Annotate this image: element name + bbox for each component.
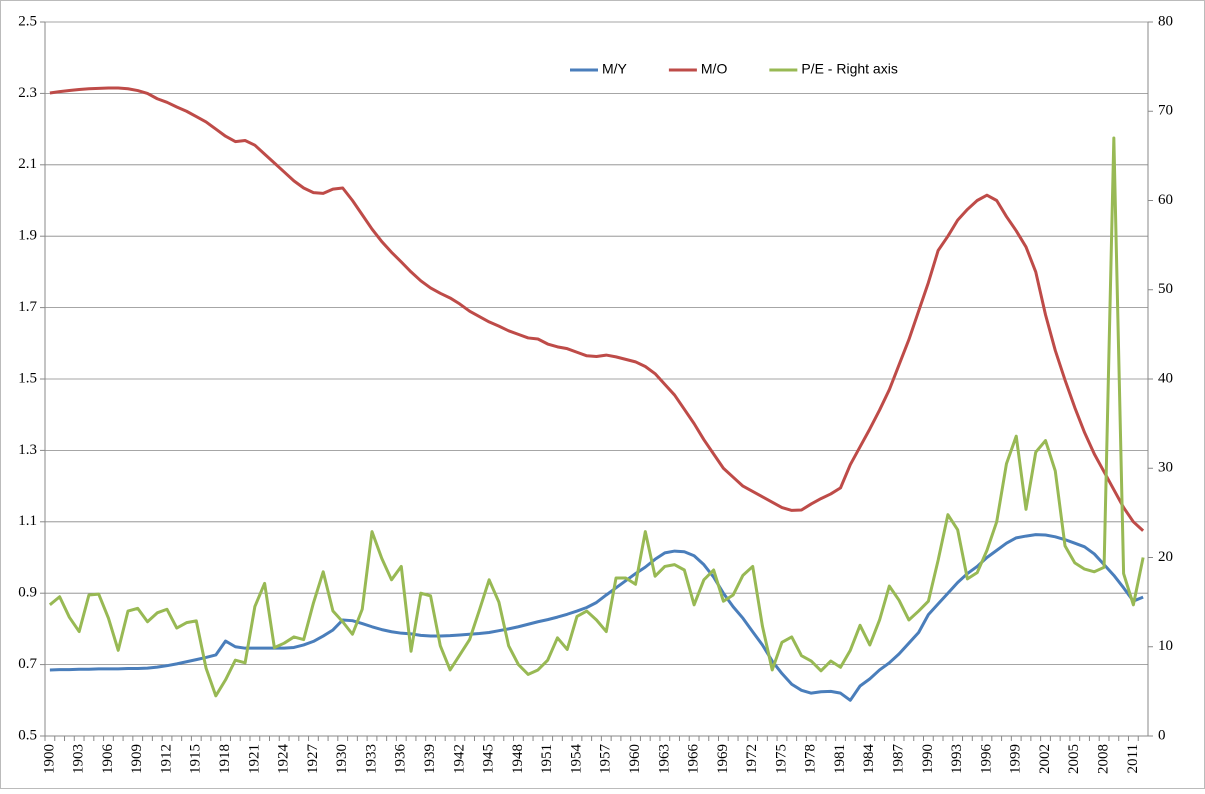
x-tick-label: 1900 — [41, 744, 57, 774]
x-tick-label: 1969 — [715, 744, 731, 774]
x-tick-label: 2002 — [1037, 744, 1053, 774]
x-tick-label: 1954 — [568, 744, 584, 775]
y-tick-label: 1.1 — [18, 513, 37, 529]
x-tick-label: 1948 — [510, 744, 526, 774]
y2-tick-label: 70 — [1158, 103, 1173, 119]
y2-tick-label: 80 — [1158, 13, 1173, 29]
x-tick-label: 1993 — [949, 744, 965, 774]
x-tick-label: 1960 — [627, 744, 643, 774]
y-tick-label: 0.9 — [18, 585, 37, 601]
y2-tick-label: 10 — [1158, 638, 1173, 654]
x-tick-label: 1963 — [656, 744, 672, 774]
x-tick-label: 1945 — [481, 744, 497, 774]
y-tick-label: 2.3 — [18, 85, 37, 101]
y-tick-label: 1.7 — [18, 299, 37, 315]
series-line — [49, 533, 1144, 702]
x-tick-label: 1999 — [1008, 744, 1024, 774]
y2-tick-label: 60 — [1158, 192, 1173, 208]
x-tick-label: 1975 — [773, 744, 789, 774]
x-tick-label: 1984 — [861, 744, 877, 775]
x-tick-label: 1951 — [539, 744, 555, 774]
x-tick-label: 1909 — [129, 744, 145, 774]
x-tick-label: 2011 — [1125, 744, 1141, 773]
x-tick-label: 1936 — [393, 744, 409, 775]
y2-tick-label: 50 — [1158, 281, 1173, 297]
y-tick-label: 1.3 — [18, 442, 37, 458]
x-tick-label: 2005 — [1066, 744, 1082, 774]
y2-tick-label: 40 — [1158, 370, 1173, 386]
x-tick-label: 2008 — [1096, 744, 1112, 774]
y2-tick-label: 0 — [1158, 727, 1166, 743]
y-tick-label: 2.1 — [18, 156, 37, 172]
y-tick-label: 0.7 — [18, 656, 37, 672]
x-tick-label: 1927 — [305, 744, 321, 775]
x-tick-label: 1921 — [246, 744, 262, 774]
x-tick-label: 1996 — [978, 744, 994, 775]
legend-label: P/E - Right axis — [801, 61, 897, 77]
x-tick-label: 1906 — [100, 744, 116, 775]
x-tick-label: 1912 — [158, 744, 174, 774]
legend-label: M/O — [701, 61, 728, 77]
x-tick-label: 1933 — [363, 744, 379, 774]
x-tick-label: 1903 — [71, 744, 87, 774]
x-tick-label: 1915 — [188, 744, 204, 774]
x-tick-label: 1930 — [334, 744, 350, 774]
x-tick-label: 1942 — [451, 744, 467, 774]
x-tick-label: 1981 — [832, 744, 848, 774]
y2-tick-label: 30 — [1158, 460, 1173, 476]
y-tick-label: 1.5 — [18, 370, 37, 386]
series-line — [49, 86, 1145, 532]
x-tick-label: 1978 — [803, 744, 819, 774]
x-tick-label: 1918 — [217, 744, 233, 774]
x-tick-label: 1990 — [920, 744, 936, 774]
y-tick-label: 0.5 — [18, 727, 37, 743]
x-tick-label: 1966 — [686, 744, 702, 775]
x-tick-label: 1972 — [744, 744, 760, 774]
series-line — [48, 136, 1145, 698]
y-tick-label: 2.5 — [18, 13, 37, 29]
x-tick-label: 1957 — [598, 744, 614, 775]
x-tick-label: 1987 — [891, 744, 907, 775]
legend-label: M/Y — [602, 61, 628, 77]
x-tick-label: 1939 — [422, 744, 438, 774]
x-tick-label: 1924 — [276, 744, 292, 775]
y-tick-label: 1.9 — [18, 228, 37, 244]
y2-tick-label: 20 — [1158, 549, 1173, 565]
